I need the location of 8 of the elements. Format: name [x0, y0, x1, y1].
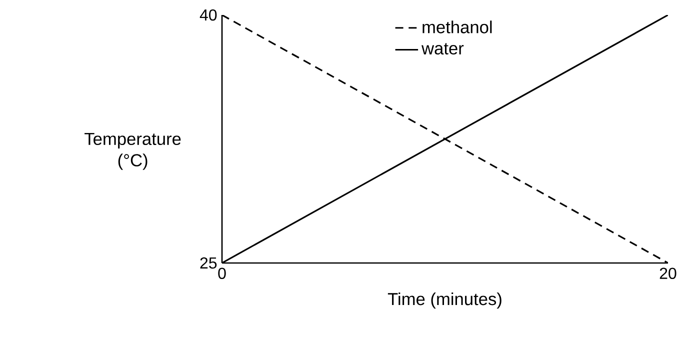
x-tick-label: 20 [660, 268, 676, 280]
y-axis-title: Temperature (°C) [84, 132, 181, 170]
x-tick-label: 0 [218, 268, 226, 280]
legend-label: methanol [422, 20, 492, 34]
y-tick-label: 40 [200, 9, 217, 21]
legend-label: water [422, 43, 464, 55]
y-tick-label: 25 [200, 257, 217, 269]
x-axis-title: Time (minutes) [388, 292, 502, 309]
